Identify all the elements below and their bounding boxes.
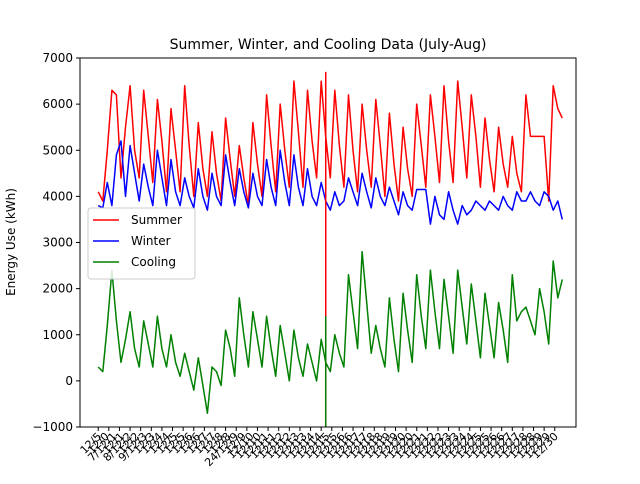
chart-title: Summer, Winter, and Cooling Data (July-A…: [170, 37, 487, 53]
y-axis: −1000 0 1000 2000 3000 4000 5000 6000 7000: [32, 51, 80, 434]
y-tick-label: 3000: [42, 236, 73, 250]
y-tick-label: 0: [65, 374, 73, 388]
legend-label-cooling: Cooling: [131, 255, 176, 269]
series-layer: [97, 71, 564, 427]
y-axis-label: Energy Use (kWh): [4, 188, 18, 296]
y-tick-label: 7000: [42, 51, 73, 65]
x-axis: 12/512/07/12/112/18/12/212/29/12/312/312…: [78, 427, 561, 469]
y-tick-label: 4000: [42, 189, 73, 203]
y-tick-label: 6000: [42, 97, 73, 111]
legend: Summer Winter Cooling: [87, 207, 196, 280]
y-tick-label: 2000: [42, 282, 73, 296]
y-tick-label: 5000: [42, 143, 73, 157]
series-line-cooling: [97, 250, 564, 414]
y-tick-label: 1000: [42, 328, 73, 342]
y-tick-label: −1000: [32, 420, 73, 434]
legend-label-summer: Summer: [131, 213, 182, 227]
series-line-summer: [97, 80, 563, 207]
series-line-winter: [97, 140, 564, 225]
legend-label-winter: Winter: [131, 234, 171, 248]
